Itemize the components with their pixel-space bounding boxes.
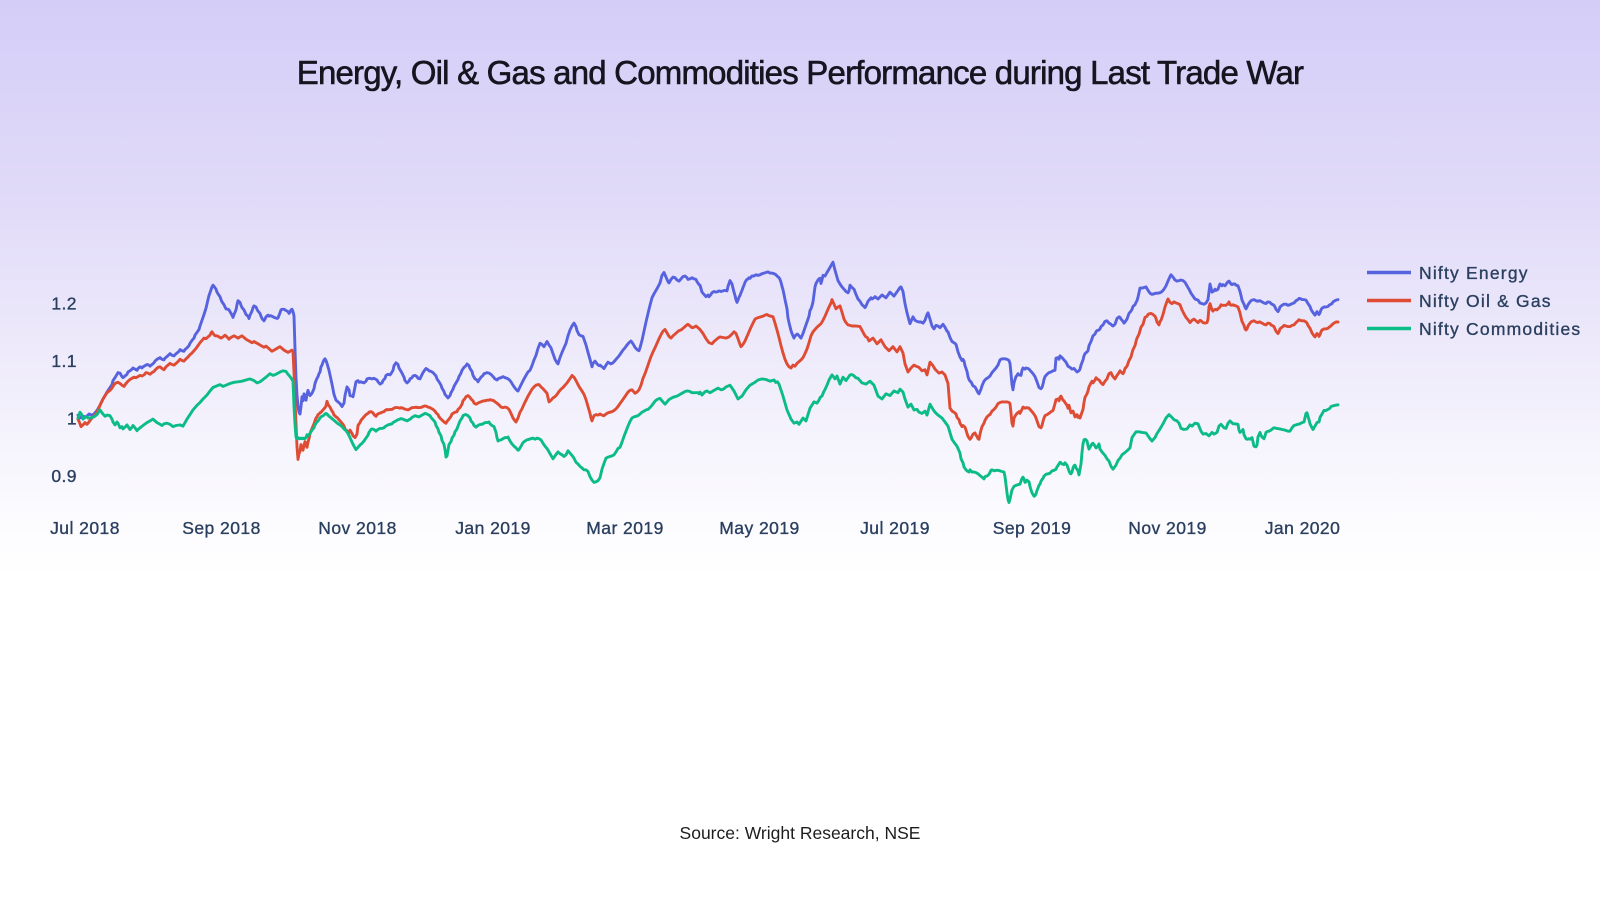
- svg-text:1.2: 1.2: [51, 293, 77, 313]
- svg-text:Nifty Commodities: Nifty Commodities: [1419, 319, 1581, 339]
- svg-text:Jan 2020: Jan 2020: [1265, 518, 1341, 538]
- svg-text:Jul 2018: Jul 2018: [50, 518, 120, 538]
- svg-text:Jul 2019: Jul 2019: [860, 518, 930, 538]
- svg-text:Sep 2019: Sep 2019: [993, 518, 1072, 538]
- svg-text:Nov 2018: Nov 2018: [318, 518, 397, 538]
- svg-text:1.1: 1.1: [51, 351, 77, 371]
- svg-text:1: 1: [67, 408, 77, 428]
- svg-text:Nov 2019: Nov 2019: [1128, 518, 1207, 538]
- svg-text:Mar 2019: Mar 2019: [586, 518, 664, 538]
- svg-text:Nifty Energy: Nifty Energy: [1419, 263, 1529, 283]
- svg-text:May 2019: May 2019: [719, 518, 799, 538]
- svg-text:Sep 2018: Sep 2018: [182, 518, 261, 538]
- svg-text:0.9: 0.9: [51, 466, 77, 486]
- svg-text:Jan 2019: Jan 2019: [455, 518, 531, 538]
- svg-text:Nifty Oil & Gas: Nifty Oil & Gas: [1419, 291, 1552, 311]
